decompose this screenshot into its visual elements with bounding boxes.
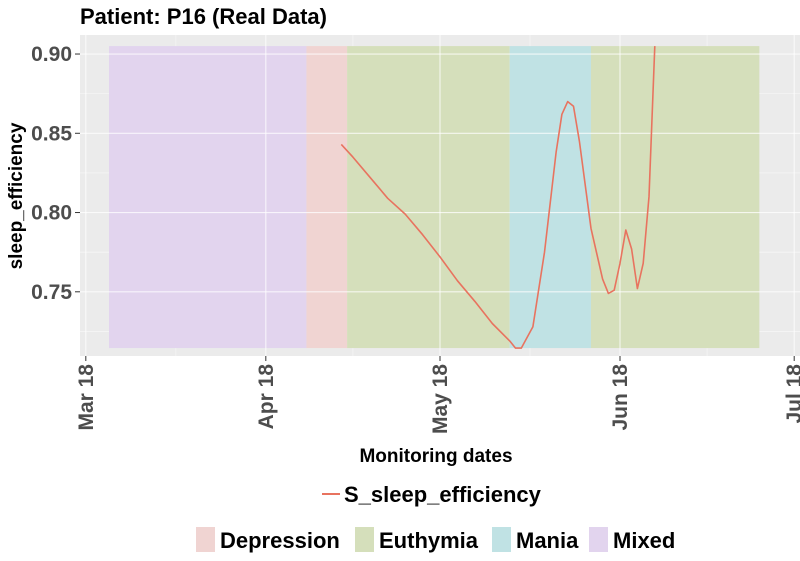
series-line-S_sleep_efficiency [340,46,656,349]
x-axis-title: Monitoring dates [359,446,512,467]
legend-key-mixed [589,527,608,552]
legend-key-depression [196,527,215,552]
x-tick-label: Jun 18 [609,364,632,431]
x-axis-ticks: Mar 18 Apr 18 May 18 Jun 18 Jul 18 [75,356,800,434]
legend-label-depression: Depression [220,528,340,553]
major-gridlines [80,35,800,356]
legend-key-mania [492,527,511,552]
legend-label-mania: Mania [516,528,579,553]
y-tick-label: 0.75 [31,281,72,304]
y-axis-ticks: 0.75 0.80 0.85 0.90 [31,43,80,304]
line-legend: S_sleep_efficiency [322,482,542,507]
mood-legend: Depression Euthymia Mania Mixed [196,527,675,553]
mood-band-euthymia [347,46,510,349]
x-tick-label: May 18 [429,364,452,434]
mood-band-euthymia [590,46,760,349]
mood-band-mixed [109,46,307,349]
x-tick-label: Apr 18 [255,364,278,430]
x-tick-label: Mar 18 [75,364,98,431]
series-group [340,46,656,349]
y-tick-label: 0.85 [31,122,72,145]
y-tick-label: 0.80 [31,202,72,225]
legend-line-label: S_sleep_efficiency [344,482,542,507]
y-tick-label: 0.90 [31,43,72,66]
legend-label-euthymia: Euthymia [379,528,479,553]
chart-title: Patient: P16 (Real Data) [80,4,327,29]
legend-label-mixed: Mixed [613,528,675,553]
legend-key-euthymia [355,527,374,552]
mood-bands [109,46,760,349]
mood-band-depression [306,46,348,349]
x-tick-label: Jul 18 [783,364,800,424]
y-axis-title: sleep_efficiency [6,122,27,269]
